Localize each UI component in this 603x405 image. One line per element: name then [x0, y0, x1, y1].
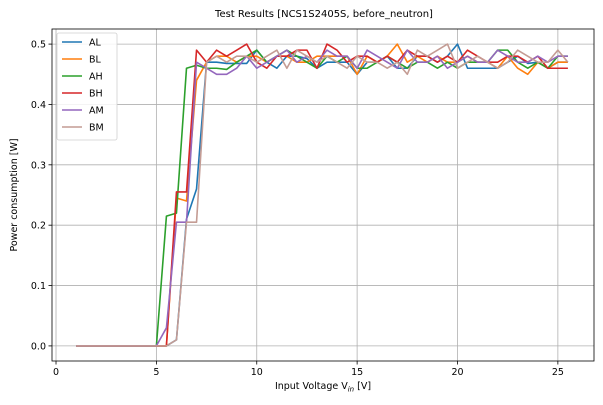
legend-label: BL: [89, 55, 102, 66]
x-tick-label: 25: [552, 367, 564, 378]
series-line-bl: [76, 43, 568, 347]
x-axis-label-subscript: in: [348, 386, 354, 394]
y-tick-label: 0.2: [31, 221, 46, 232]
y-tick-label: 0.4: [31, 100, 46, 111]
series-line-al: [76, 43, 568, 347]
series-line-bh: [76, 43, 568, 347]
y-axis-label: Power consumption [W]: [9, 138, 20, 251]
axis-ticks: 0 5 10 15 20 25 0.0 0.1 0.2 0.3 0.4 0.5: [31, 40, 564, 378]
legend-label: BH: [89, 89, 103, 100]
legend-label: AL: [89, 38, 101, 49]
x-tick-label: 20: [451, 367, 463, 378]
x-tick-label: 0: [53, 367, 59, 378]
legend-label: AM: [89, 106, 104, 117]
y-tick-label: 0.0: [31, 341, 46, 352]
series-line-bm: [76, 43, 569, 347]
x-axis-label: Input Voltage Vin [V]: [275, 381, 371, 394]
series-line-ah: [76, 49, 568, 347]
grid-lines: [52, 29, 594, 361]
legend: AL BL AH BH AM BM: [56, 32, 118, 141]
x-tick-label: 15: [351, 367, 363, 378]
legend-label: BM: [89, 123, 104, 134]
y-tick-label: 0.1: [31, 281, 46, 292]
chart-title: Test Results [NCS1S2405S, before_neutron…: [214, 9, 433, 20]
plot-frame: [51, 28, 595, 362]
x-tick-label: 5: [153, 367, 159, 378]
legend-box: [56, 32, 118, 141]
x-axis-label-suffix: [V]: [354, 381, 371, 392]
legend-label: AH: [89, 72, 103, 83]
series-line-am: [76, 49, 568, 347]
series-layer: [76, 43, 569, 347]
x-tick-label: 10: [251, 367, 263, 378]
y-tick-label: 0.3: [31, 160, 46, 171]
y-tick-label: 0.5: [31, 40, 46, 51]
x-axis-label-prefix: Input Voltage V: [275, 381, 348, 392]
